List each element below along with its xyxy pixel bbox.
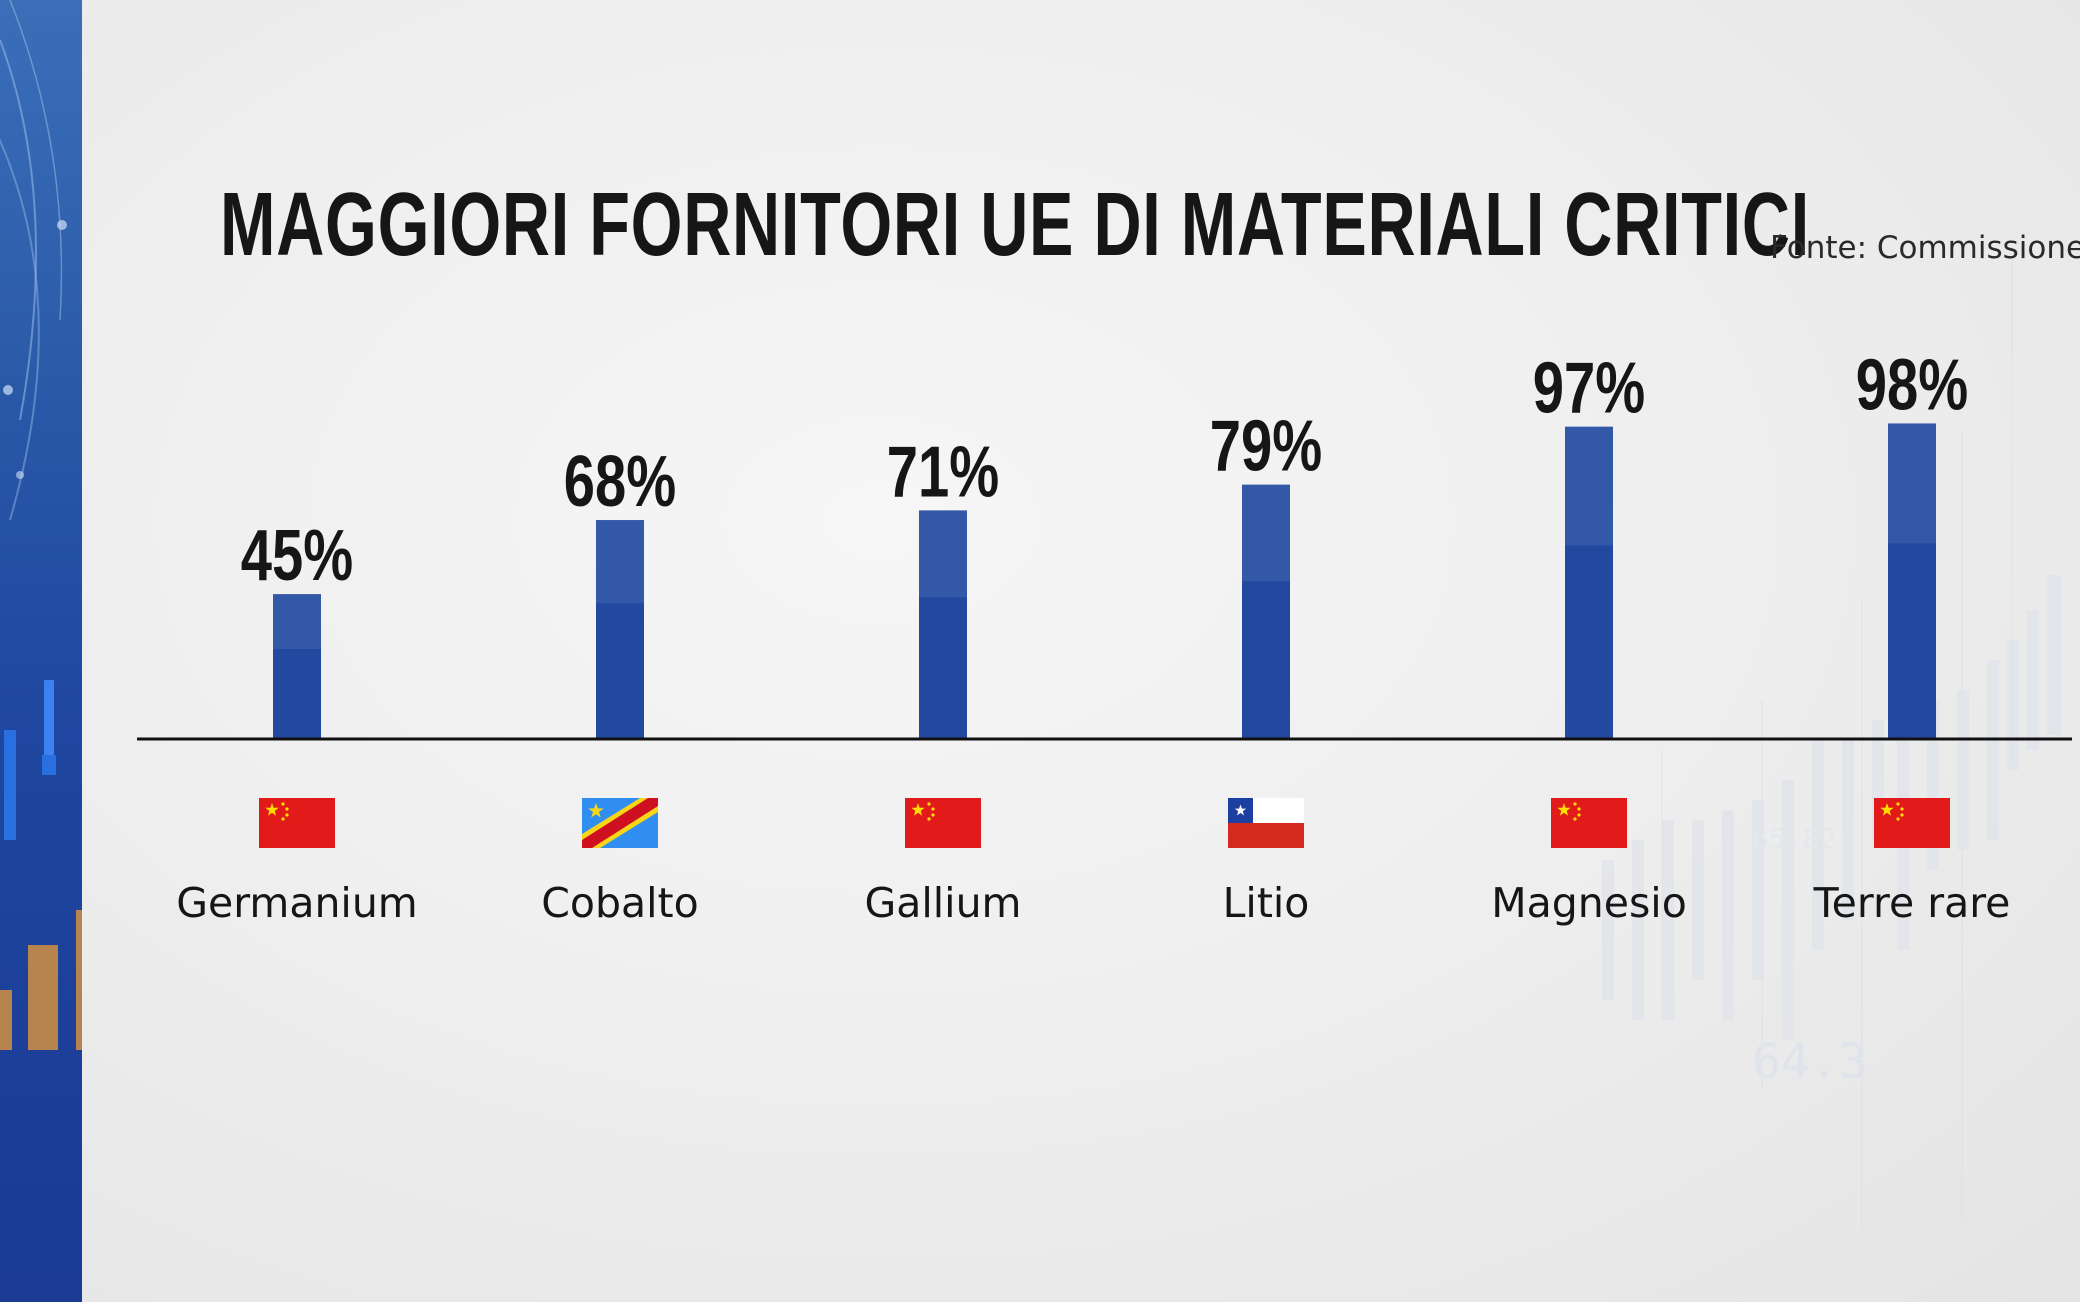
chile-flag-icon: [1228, 798, 1304, 848]
china-flag-icon: [259, 798, 335, 848]
china-flag-icon: [1551, 798, 1627, 848]
category-label-gallium: Gallium: [865, 879, 1022, 927]
bar-lower-shade-cobalto: [596, 603, 644, 739]
value-label-terre-rare: 98%: [1856, 345, 1968, 425]
background-stock-chart-decoration: 64.3 65.82: [1602, 260, 2061, 1230]
dr-congo-flag-icon: [582, 798, 658, 848]
category-label-magnesio: Magnesio: [1491, 879, 1687, 927]
value-label-germanium: 45%: [241, 515, 353, 595]
category-label-litio: Litio: [1223, 879, 1310, 927]
svg-text:64.3: 64.3: [1752, 1034, 1868, 1090]
china-flag-icon: [1874, 798, 1950, 848]
value-label-gallium: 71%: [887, 432, 999, 512]
category-label-terre-rare: Terre rare: [1813, 879, 2011, 927]
value-label-litio: 79%: [1210, 406, 1322, 486]
category-label-germanium: Germanium: [176, 879, 418, 927]
left-decorative-strip: [0, 0, 82, 1302]
bar-lower-shade-germanium: [273, 649, 321, 739]
bar-lower-shade-litio: [1242, 581, 1290, 739]
china-flag-icon: [905, 798, 981, 848]
chart-title: MAGGIORI FORNITORI UE DI MATERIALI CRITI…: [220, 175, 1810, 275]
bar-lower-shade-gallium: [919, 597, 967, 739]
bar-lower-shade-magnesio: [1565, 545, 1613, 739]
chart-panel: 64.3 65.82 45% Germanium 68% Cobalto 71% Gall…: [82, 0, 2080, 1302]
category-label-cobalto: Cobalto: [541, 879, 698, 927]
value-label-magnesio: 97%: [1533, 348, 1645, 428]
value-label-cobalto: 68%: [564, 441, 676, 521]
svg-text:65.82: 65.82: [1752, 822, 1836, 855]
bar-chart: 45% Germanium 68% Cobalto 71% Gallium 79% Litio…: [137, 345, 2072, 927]
chart-source: Fonte: Commissione Ue: [1770, 230, 2080, 266]
bar-lower-shade-terre-rare: [1888, 543, 1936, 739]
